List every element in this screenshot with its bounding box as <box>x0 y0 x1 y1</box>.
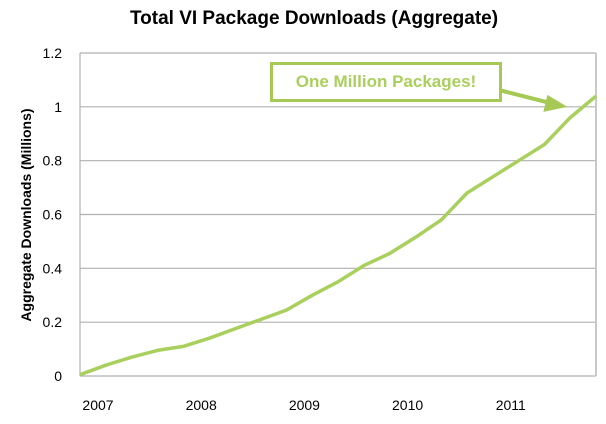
x-tick-label: 2011 <box>496 397 526 413</box>
y-tick-label: 0.6 <box>43 207 63 223</box>
y-tick-label: 1.2 <box>43 45 63 61</box>
series-line <box>79 94 598 377</box>
annotation-box: One Million Packages! <box>270 62 502 102</box>
y-tick-label: 0.2 <box>43 314 63 330</box>
annotation-arrow <box>498 88 568 112</box>
y-tick-label: 0.4 <box>43 260 63 276</box>
x-tick-label: 2008 <box>186 397 217 413</box>
x-tick-label: 2010 <box>392 397 423 413</box>
y-tick-label: 0.8 <box>43 153 63 169</box>
x-tick-label: 2007 <box>82 397 113 413</box>
x-tick-label: 2009 <box>289 397 320 413</box>
y-tick-label: 0 <box>54 368 62 384</box>
arrow-head <box>543 94 568 112</box>
arrow-shaft <box>498 88 554 106</box>
chart-title: Total VI Package Downloads (Aggregate) <box>129 8 499 29</box>
y-tick-label: 1 <box>54 99 62 115</box>
